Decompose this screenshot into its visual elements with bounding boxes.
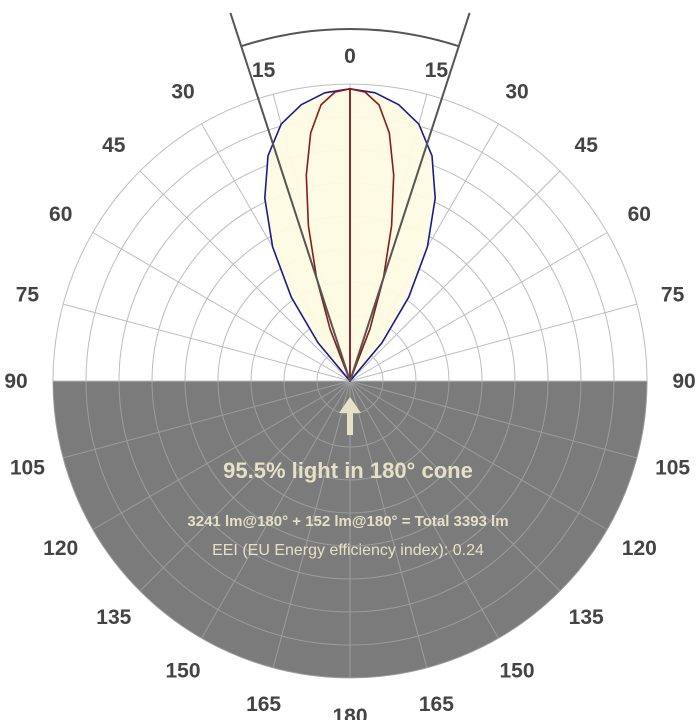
beam-cone [229, 12, 471, 382]
cone-arrow [339, 397, 361, 435]
cone-percentage-text: 95.5% light in 180° cone [223, 458, 473, 483]
angle-label-60: 60 [49, 203, 72, 226]
angle-label-90: 90 [4, 370, 27, 393]
angle-label-135: 135 [569, 606, 604, 629]
cone-edge-right [349, 12, 471, 382]
grid-spoke [349, 380, 499, 639]
arrow-shaft [347, 411, 353, 435]
angle-label-30: 30 [171, 81, 194, 104]
cone-arc [240, 28, 460, 48]
eei-text: EEI (EU Energy efficiency index): 0.24 [212, 542, 484, 559]
angle-label-45: 45 [575, 134, 599, 157]
intensity-curves [264, 88, 436, 382]
angle-label-0: 0 [344, 45, 356, 68]
grid-spoke [201, 380, 351, 639]
angle-label-105: 105 [655, 456, 690, 479]
angle-label-60: 60 [628, 203, 651, 226]
cone-edge-left [229, 12, 351, 382]
angle-label-165: 165 [246, 693, 281, 716]
grid-spoke [139, 170, 351, 382]
grid-spoke [349, 380, 608, 530]
grid-spoke [62, 303, 351, 382]
angle-label-150: 150 [165, 659, 200, 682]
angle-label-75: 75 [16, 284, 40, 307]
grid-spoke [349, 380, 428, 669]
angle-label-120: 120 [43, 537, 78, 560]
angle-label-165: 165 [419, 693, 454, 716]
angle-label-45: 45 [102, 134, 126, 157]
angle-tick-labels: 0 15 15 30 30 45 45 60 60 75 75 90 90 105 105 120 120 135… [4, 45, 695, 720]
angle-label-120: 120 [622, 537, 657, 560]
flux-total-text: 3241 lm@180° + 152 lm@180° = Total 3393 … [187, 513, 508, 530]
angle-label-15: 15 [252, 59, 276, 82]
angle-label-30: 30 [505, 81, 528, 104]
angle-label-150: 150 [499, 659, 534, 682]
grid-spoke [349, 380, 638, 459]
grid-spoke [139, 380, 351, 592]
grid-spoke [349, 170, 561, 382]
angle-label-15: 15 [425, 59, 449, 82]
grid-spoke [349, 303, 638, 382]
angle-label-180: 180 [332, 705, 367, 720]
angle-label-90: 90 [672, 370, 695, 393]
angle-label-105: 105 [10, 456, 45, 479]
grid-spoke [62, 380, 351, 459]
angle-label-135: 135 [96, 606, 131, 629]
grid-spoke [349, 380, 561, 592]
grid-spoke [92, 380, 351, 530]
grid-spoke [349, 232, 608, 382]
grid-spoke [272, 380, 351, 669]
grid-spoke [92, 232, 351, 382]
up-arrow-icon [339, 397, 361, 413]
angle-label-75: 75 [661, 284, 685, 307]
